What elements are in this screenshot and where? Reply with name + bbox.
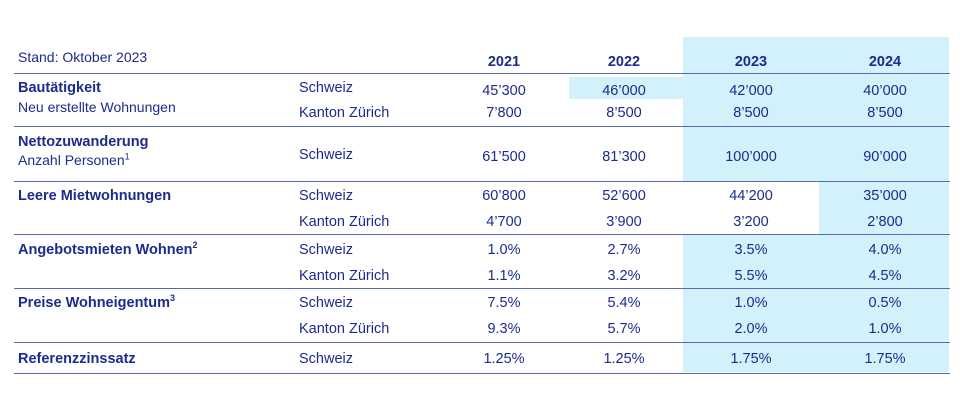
table-cell-value: 5.5%	[734, 268, 768, 284]
table-cell-value: 1.0%	[734, 295, 768, 311]
row-label: Nettozuwanderung	[18, 134, 149, 150]
row-label: Preise Wohneigentum3	[18, 293, 176, 311]
table-cell-value: 100’000	[725, 149, 777, 165]
table-cell-value: 35’000	[863, 188, 907, 204]
row-separator	[14, 73, 950, 74]
table-cell-value: 44’200	[729, 188, 773, 204]
table-cell-value: 8’500	[867, 105, 903, 121]
row-region: Schweiz	[299, 295, 353, 311]
table-cell-value: 1.25%	[603, 351, 645, 367]
table-cell-value: 8’500	[733, 105, 769, 121]
table-cell-value: 1.1%	[487, 268, 521, 284]
row-region: Kanton Zürich	[299, 321, 390, 337]
row-label: Angebotsmieten Wohnen2	[18, 240, 198, 258]
table-cell-value: 2’800	[867, 214, 903, 230]
table-cell-value: 2.7%	[607, 242, 641, 258]
table-cell-value: 40’000	[863, 83, 907, 99]
table-cell-value: 7.5%	[487, 295, 521, 311]
row-region: Schweiz	[299, 80, 353, 96]
table-cell-value: 2.0%	[734, 321, 768, 337]
column-header-2022: 2022	[607, 54, 641, 70]
row-separator	[14, 373, 950, 374]
row-label: Leere Mietwohnungen	[18, 188, 172, 204]
row-label: Bautätigkeit	[18, 80, 101, 96]
row-region: Kanton Zürich	[299, 268, 390, 284]
row-sublabel: Anzahl Personen1	[18, 151, 130, 168]
row-sublabel: Neu erstellte Wohnungen	[18, 99, 176, 115]
row-separator	[14, 288, 950, 289]
table-cell-value: 60’800	[482, 188, 526, 204]
table-cell-value: 3.5%	[734, 242, 768, 258]
highlight-mask-leere-2023	[683, 181, 819, 235]
row-region: Schweiz	[299, 147, 353, 163]
row-region: Schweiz	[299, 188, 353, 204]
footnote-marker: 3	[170, 293, 176, 304]
table-cell-value: 1.75%	[730, 351, 772, 367]
row-region: Schweiz	[299, 242, 353, 258]
footnote-marker: 2	[192, 240, 198, 251]
table-cell-value: 90’000	[863, 149, 907, 165]
table-cell-value: 3’200	[733, 214, 769, 230]
table-cell-value: 3.2%	[607, 268, 641, 284]
column-header-2023: 2023	[734, 54, 768, 70]
column-header-2021: 2021	[487, 54, 521, 70]
table-cell-value: 52’600	[602, 188, 646, 204]
table-cell-value: 4.0%	[868, 242, 902, 258]
row-separator	[14, 126, 950, 127]
table-cell-value: 5.7%	[607, 321, 641, 337]
table-cell-value: 46’000	[602, 83, 646, 99]
stand-label: Stand: Oktober 2023	[18, 49, 148, 65]
column-header-2024: 2024	[868, 54, 902, 70]
table-cell-value: 4’700	[486, 214, 522, 230]
table-cell-value: 1.0%	[487, 242, 521, 258]
highlight-cell-2022-bautaetigkeit	[569, 77, 683, 99]
table-cell-value: 4.5%	[868, 268, 902, 284]
table-cell-value: 5.4%	[607, 295, 641, 311]
table-cell-value: 7’800	[486, 105, 522, 121]
table-cell-value: 1.75%	[864, 351, 906, 367]
footnote-marker: 1	[124, 151, 130, 162]
row-region: Schweiz	[299, 351, 353, 367]
table-cell-value: 3’900	[606, 214, 642, 230]
row-region: Kanton Zürich	[299, 105, 390, 121]
row-separator	[14, 181, 950, 182]
row-separator	[14, 234, 950, 235]
table-cell-value: 8’500	[606, 105, 642, 121]
table-cell-value: 9.3%	[487, 321, 521, 337]
table-cell-value: 61’500	[482, 149, 526, 165]
row-label: Referenzzinssatz	[18, 351, 136, 367]
row-region: Kanton Zürich	[299, 214, 390, 230]
row-separator	[14, 342, 950, 343]
table-cell-value: 42’000	[729, 83, 773, 99]
table-cell-value: 45’300	[482, 83, 526, 99]
table-cell-value: 1.0%	[868, 321, 902, 337]
table-cell-value: 0.5%	[868, 295, 902, 311]
table-cell-value: 81’300	[602, 149, 646, 165]
table-cell-value: 1.25%	[483, 351, 525, 367]
